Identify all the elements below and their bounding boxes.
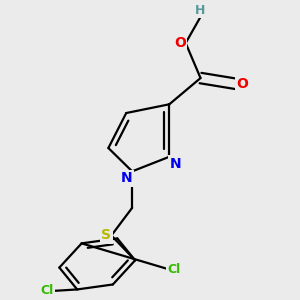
Text: N: N: [169, 157, 181, 171]
Text: O: O: [236, 77, 248, 91]
Text: N: N: [121, 171, 132, 185]
Text: Cl: Cl: [40, 284, 53, 297]
Text: S: S: [101, 229, 111, 242]
Text: Cl: Cl: [168, 262, 181, 275]
Text: H: H: [195, 4, 206, 17]
Text: O: O: [174, 36, 186, 50]
